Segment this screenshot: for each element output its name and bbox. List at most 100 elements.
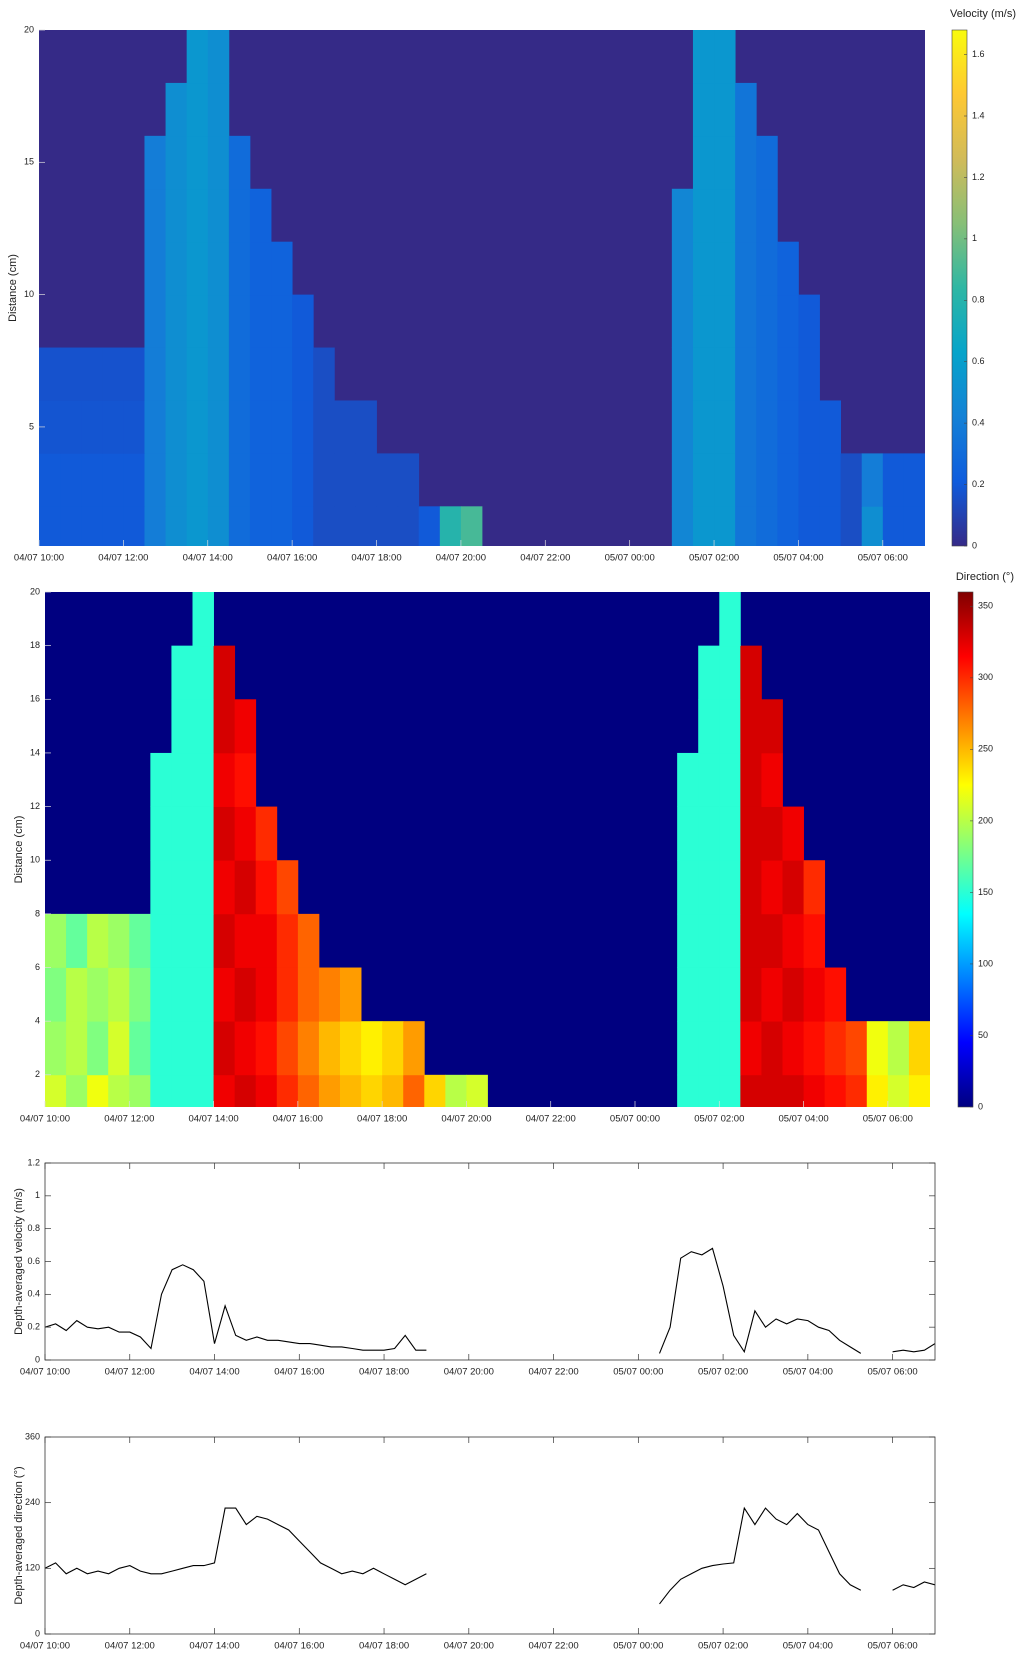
colorbar [951,29,968,547]
heat-cell [255,1074,278,1107]
heat-cell [714,82,736,137]
heat-cell [292,294,314,348]
heat-cell [186,453,209,507]
y-tick-label: 8 [35,908,40,918]
heat-cell [186,30,209,84]
colorbar-tick-label: 1 [972,233,977,243]
heat-cell [397,453,420,507]
heat-cell [292,453,314,507]
data-line [45,1506,935,1605]
heat-cell [228,453,251,507]
x-tick-label: 04/07 22:00 [528,1641,578,1652]
heat-cell [714,30,736,84]
heat-cell [803,1021,826,1076]
heat-cell [460,506,483,546]
x-tick-label: 05/07 04:00 [773,553,823,564]
heat-cell [213,1021,236,1076]
colorbar-tick-label: 100 [978,958,993,968]
heat-cell [735,135,757,190]
heat-cell [756,506,778,546]
heat-cell [692,82,715,137]
heat-cell [355,506,377,546]
x-tick-label: 05/07 02:00 [698,1367,748,1378]
heat-cell [249,400,272,454]
heat-cell [255,860,278,915]
x-tick-label: 05/07 02:00 [694,1114,744,1125]
heat-cell [735,188,757,243]
heat-cell [123,506,145,546]
heat-cell [882,453,905,507]
heat-cell [213,1074,236,1107]
x-tick-label: 04/07 18:00 [351,553,401,564]
y-tick-label: 2 [35,1069,40,1079]
x-tick-label: 04/07 10:00 [20,1641,70,1652]
heat-cell [271,241,293,296]
heat-cell [735,347,757,401]
heat-cell [845,1021,868,1076]
y-tick-label: 0.6 [27,1256,40,1266]
x-tick-label: 04/07 20:00 [436,553,486,564]
y-tick-label: 1.2 [27,1157,40,1167]
x-tick-label: 04/07 14:00 [188,1114,238,1125]
heat-cell [249,506,272,546]
heat-cell [761,913,783,968]
plot-area [45,1437,935,1634]
heat-cell [165,347,188,401]
heat-cell [692,347,715,401]
heat-cell [671,400,694,454]
heat-cell [798,453,820,507]
colorbar-tick-label: 1.2 [972,172,985,182]
heat-cell [45,1021,67,1076]
data-line [45,1247,935,1354]
heat-cell [276,1074,299,1107]
heat-cell [761,806,783,861]
heat-cell [150,913,172,968]
heat-cell [761,860,783,915]
colorbar-tick-label: 1.6 [972,49,985,59]
heat-cell [144,347,166,401]
heat-cell [698,913,720,968]
heat-cell [171,860,193,915]
heat-cell [186,506,209,546]
heat-cell [740,645,762,700]
heat-cell [102,347,124,401]
heat-cell [777,400,799,454]
colorbar-tick-label: 250 [978,744,993,754]
heat-cell [445,1074,467,1107]
heat-cell [171,1021,193,1076]
heat-cell [60,400,82,454]
heat-cell [692,135,715,190]
heat-cell [840,453,863,507]
heat-cell [129,1021,151,1076]
plot-area [45,592,930,1107]
heat-cell [228,241,251,296]
heat-cell [45,1074,67,1107]
y-tick-label: 0.4 [27,1289,40,1299]
x-tick-label: 05/07 06:00 [868,1367,918,1378]
x-tick-label: 04/07 10:00 [14,553,64,564]
heat-cell [908,1021,930,1076]
colorbar-tick-label: 200 [978,815,993,825]
heat-cell [192,860,214,915]
heat-cell [192,913,214,968]
heat-cell [213,967,236,1022]
heat-cell [719,913,741,968]
heat-cell [313,506,335,546]
x-tick-label: 04/07 20:00 [444,1367,494,1378]
colorbar-tick-label: 150 [978,887,993,897]
heat-cell [234,806,257,861]
y-tick-label: 6 [35,962,40,972]
heat-cell [887,1074,910,1107]
heat-cell [740,860,762,915]
heat-cell [192,1074,214,1107]
heat-cell [439,506,462,546]
heat-cell [819,400,842,454]
axes-box [44,1436,936,1635]
x-tick-label: 04/07 14:00 [189,1367,239,1378]
heat-cell [213,752,236,807]
heat-cell [292,347,314,401]
heat-cell [756,188,778,243]
plot-background [45,1437,935,1634]
y-tick-label: 0 [35,1628,40,1638]
heat-cell [292,400,314,454]
